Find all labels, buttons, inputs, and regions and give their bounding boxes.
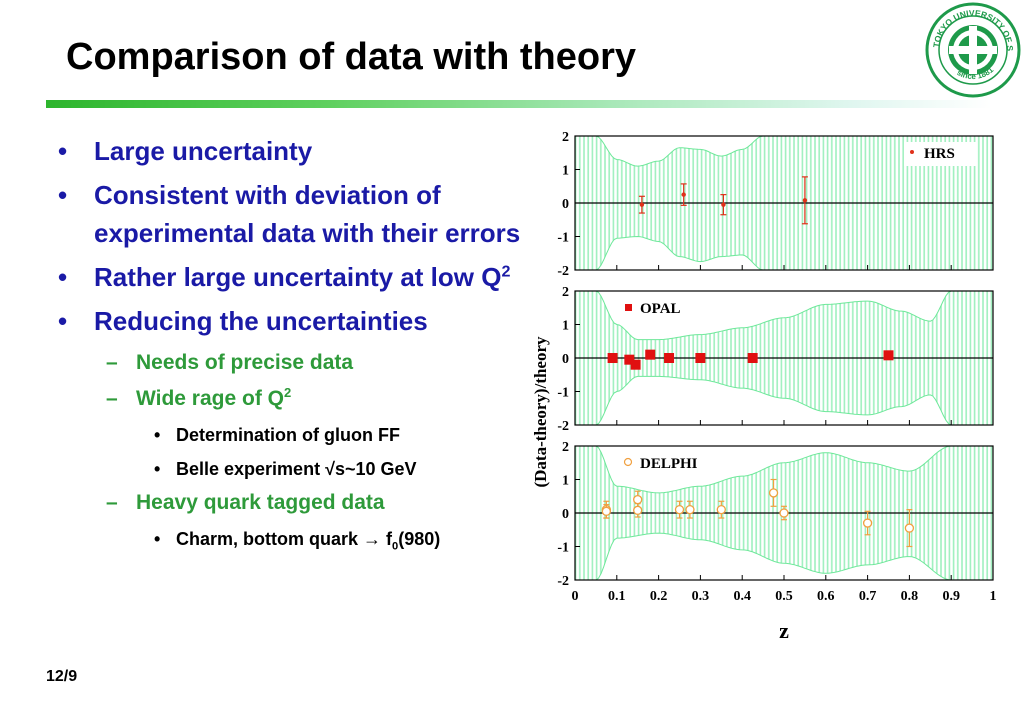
x-axis-label: z — [779, 618, 789, 643]
data-point — [630, 359, 641, 370]
data-point — [633, 505, 643, 515]
bullet-list: Large uncertainty Consistent with deviat… — [58, 132, 528, 556]
sub-bullet-item: Needs of precise data — [58, 346, 528, 380]
bullet-item: Rather large uncertainty at low Q2 — [58, 258, 528, 296]
legend-marker — [910, 150, 914, 154]
data-point — [601, 506, 611, 516]
sub-bullet-item: Wide rage of Q2 — [58, 382, 528, 416]
data-point — [664, 353, 675, 363]
data-point — [768, 488, 779, 498]
bullet-item: Large uncertainty — [58, 132, 528, 170]
legend-label: OPAL — [640, 301, 681, 317]
sub-bullet-item: Heavy quark tagged data — [58, 486, 528, 520]
chart-panel-delphi: 2 1 0 -1 -2 DELPHI — [557, 440, 994, 589]
legend-label: HRS — [924, 146, 955, 162]
chart-panel-opal: 2 1 0 -1 -2 OPAL — [557, 285, 994, 434]
x-tick-label: 0.1 — [608, 589, 626, 604]
y-tick-label: 2 — [562, 285, 569, 300]
y-tick-label: -1 — [557, 231, 569, 246]
page-number: 12/9 — [46, 668, 78, 685]
sub-sub-bullet-item: Determination of gluon FF — [58, 418, 528, 452]
sub-sub-bullet-item: Charm, bottom quark → f0(980) — [58, 522, 528, 556]
x-tick-label: 0.4 — [733, 589, 751, 604]
x-tick-label: 0.5 — [775, 589, 793, 604]
data-point — [681, 192, 686, 197]
data-point — [802, 198, 808, 203]
title-underline-bar — [46, 100, 992, 108]
data-point — [747, 353, 758, 363]
data-point — [883, 350, 894, 361]
data-point — [633, 494, 643, 505]
x-tick-label: 1 — [990, 589, 997, 604]
data-point — [685, 504, 695, 515]
y-axis-label: (Data-theory)/theory — [531, 336, 550, 488]
data-point — [624, 354, 635, 365]
data-point — [607, 353, 618, 363]
data-point — [695, 353, 706, 363]
data-point — [862, 518, 873, 528]
x-tick-label: 0.8 — [901, 589, 919, 604]
data-point — [645, 349, 656, 360]
legend-label: DELPHI — [640, 456, 698, 472]
y-tick-label: 0 — [562, 197, 569, 212]
y-tick-label: 0 — [562, 352, 569, 367]
data-point — [716, 504, 726, 515]
x-tick-label: 0.2 — [650, 589, 668, 604]
x-tick-label: 0.3 — [692, 589, 710, 604]
y-tick-label: -1 — [557, 541, 569, 556]
data-point — [904, 523, 915, 533]
data-point — [674, 504, 685, 515]
x-tick-label: 0.6 — [817, 589, 835, 604]
y-tick-label: 2 — [562, 440, 569, 455]
university-logo: TOKYO UNIVERSITY OF SCIENCE since 1881 — [925, 2, 1021, 98]
y-tick-label: 1 — [562, 319, 569, 334]
x-tick-label: 0.7 — [859, 589, 877, 604]
x-tick-label: 0 — [572, 589, 579, 604]
y-tick-label: 0 — [562, 507, 569, 522]
bullet-item: Reducing the uncertainties — [58, 302, 528, 340]
sub-sub-bullet-item: Belle experiment √s~10 GeV — [58, 452, 528, 486]
legend-box — [904, 142, 976, 166]
y-tick-label: -2 — [557, 419, 569, 434]
data-point — [721, 202, 726, 207]
y-tick-label: -2 — [557, 574, 569, 589]
y-tick-label: 1 — [562, 164, 569, 179]
chart-panel-hrs: 2 1 0 -1 -2 HRS — [557, 130, 994, 279]
bullet-item: Consistent with deviation of experimenta… — [58, 176, 528, 252]
legend-marker — [625, 304, 632, 311]
x-tick-label: 0.9 — [942, 589, 960, 604]
legend-marker — [623, 457, 633, 467]
y-tick-label: 2 — [562, 130, 569, 145]
data-point — [779, 508, 789, 518]
y-tick-label: -2 — [557, 264, 569, 279]
comparison-chart: (Data-theory)/theory z 2 1 0 -1 -2 HRS 2 1 0 -1 -2… — [531, 130, 997, 643]
slide-title: Comparison of data with theory — [66, 36, 637, 78]
y-tick-label: 1 — [562, 474, 569, 489]
y-tick-label: -1 — [557, 386, 569, 401]
data-point — [639, 202, 645, 207]
